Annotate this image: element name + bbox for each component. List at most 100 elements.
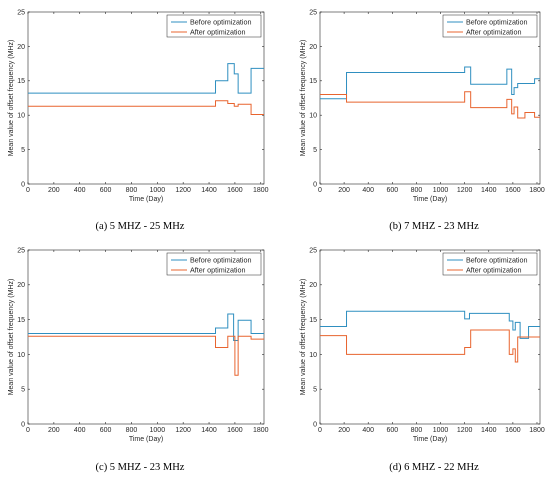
x-tick-label: 1800	[529, 427, 545, 434]
y-tick-label: 25	[309, 9, 317, 16]
chart-panel-2: 0 200 400 600 800 1000 1200 1400 1600 1800 0 5 10 15 2…	[300, 9, 545, 232]
x-tick-label: 800	[411, 427, 423, 434]
x-axis-label: Time (Day)	[129, 436, 163, 443]
y-tick-label: 15	[309, 78, 317, 85]
legend-box	[442, 14, 538, 38]
x-tick-label: 600	[100, 187, 112, 194]
series-line-after-optimization	[28, 335, 264, 376]
y-axis-label: Mean value of offset frequency (MHz)	[300, 40, 307, 157]
plot-frame	[319, 11, 541, 185]
x-tick-label: 1400	[481, 427, 497, 434]
x-tick-label: 1400	[201, 187, 217, 194]
y-tick-label: 0	[21, 421, 25, 428]
panel-caption: (b) 7 MHZ - 23 MHz	[389, 221, 479, 232]
x-tick-label: 1400	[481, 187, 497, 194]
legend-entry: Before optimization	[466, 256, 528, 265]
y-axis-label: Mean value of offset frequency (MHz)	[300, 279, 307, 396]
y-tick-label: 15	[17, 317, 25, 324]
x-axis-label: Time (Day)	[413, 196, 447, 203]
y-tick-label: 10	[309, 352, 317, 359]
y-axis-label: Mean value of offset frequency (MHz)	[8, 279, 15, 396]
y-tick-label: 20	[309, 44, 317, 51]
x-tick-label: 1400	[201, 427, 217, 434]
y-tick-label: 20	[309, 282, 317, 289]
y-tick-label: 20	[17, 44, 25, 51]
legend-entry: After optimization	[190, 28, 246, 37]
x-tick-label: 0	[318, 187, 322, 194]
x-tick-label: 0	[318, 427, 322, 434]
legend-entry: After optimization	[190, 266, 246, 275]
y-tick-label: 15	[309, 317, 317, 324]
y-tick-label: 0	[313, 181, 317, 188]
x-tick-label: 1000	[433, 427, 449, 434]
y-axis-label: Mean value of offset frequency (MHz)	[8, 40, 15, 157]
x-tick-label: 1800	[529, 187, 545, 194]
legend-entry: Before optimization	[466, 18, 528, 27]
series-line-before-optimization	[320, 310, 540, 339]
x-tick-label: 1200	[175, 427, 191, 434]
x-tick-label: 400	[74, 427, 86, 434]
panel-caption: (d) 6 MHZ - 22 MHz	[389, 462, 479, 473]
y-tick-label: 0	[21, 181, 25, 188]
x-tick-label: 200	[48, 427, 60, 434]
legend-entry: After optimization	[466, 266, 522, 275]
x-tick-label: 400	[362, 427, 374, 434]
x-tick-label: 0	[26, 427, 30, 434]
series-line-before-optimization	[28, 313, 264, 341]
x-tick-label: 1600	[227, 427, 243, 434]
plot-frame	[27, 249, 265, 425]
x-tick-label: 1200	[175, 187, 191, 194]
x-tick-label: 1600	[505, 427, 521, 434]
x-tick-label: 600	[100, 427, 112, 434]
chart-panel-4: 0 200 400 600 800 1000 1200 1400 1600 1800 0 5 10 15 2…	[300, 247, 545, 473]
y-tick-label: 25	[17, 247, 25, 254]
series-line-after-optimization	[320, 91, 540, 119]
legend-box	[442, 252, 538, 276]
x-tick-label: 1200	[457, 427, 473, 434]
y-tick-label: 5	[21, 147, 25, 154]
y-tick-label: 25	[17, 9, 25, 16]
y-tick-label: 10	[17, 113, 25, 120]
x-tick-label: 1000	[150, 427, 166, 434]
x-tick-label: 800	[126, 427, 138, 434]
series-line-before-optimization	[320, 66, 540, 100]
plot-frame	[319, 249, 541, 425]
y-tick-label: 15	[17, 78, 25, 85]
x-tick-label: 600	[386, 187, 398, 194]
x-tick-label: 800	[411, 187, 423, 194]
y-tick-label: 10	[309, 113, 317, 120]
x-tick-label: 800	[126, 187, 138, 194]
y-tick-label: 25	[309, 247, 317, 254]
plot-frame	[27, 11, 265, 185]
y-tick-label: 5	[313, 387, 317, 394]
x-tick-label: 600	[386, 427, 398, 434]
x-tick-label: 1600	[505, 187, 521, 194]
x-tick-label: 200	[338, 427, 350, 434]
y-tick-label: 0	[313, 421, 317, 428]
x-axis-label: Time (Day)	[413, 436, 447, 443]
x-tick-label: 400	[74, 187, 86, 194]
x-tick-label: 1000	[433, 187, 449, 194]
y-tick-label: 20	[17, 282, 25, 289]
legend-box	[166, 252, 262, 276]
x-tick-label: 1200	[457, 187, 473, 194]
series-line-after-optimization	[320, 329, 540, 363]
series-line-before-optimization	[28, 63, 264, 94]
series-line-after-optimization	[28, 100, 264, 116]
panel-caption: (c) 5 MHZ - 23 MHz	[96, 462, 185, 473]
x-tick-label: 400	[362, 187, 374, 194]
x-tick-label: 0	[26, 187, 30, 194]
x-tick-label: 200	[338, 187, 350, 194]
chart-panel-3: 0 200 400 600 800 1000 1200 1400 1600 1800 0 5 10 15 2…	[8, 247, 269, 473]
legend-box	[166, 14, 262, 38]
y-tick-label: 5	[21, 387, 25, 394]
x-tick-label: 1600	[227, 187, 243, 194]
legend-entry: Before optimization	[190, 256, 252, 265]
x-tick-label: 200	[48, 187, 60, 194]
x-tick-label: 1800	[253, 187, 269, 194]
legend-entry: After optimization	[466, 28, 522, 37]
y-tick-label: 10	[17, 352, 25, 359]
chart-panel-1: 0 200 400 600 800 1000 1200 1400 1600 1800 0 5 10 15 2…	[8, 9, 269, 232]
panel-caption: (a) 5 MHZ - 25 MHz	[96, 221, 185, 232]
